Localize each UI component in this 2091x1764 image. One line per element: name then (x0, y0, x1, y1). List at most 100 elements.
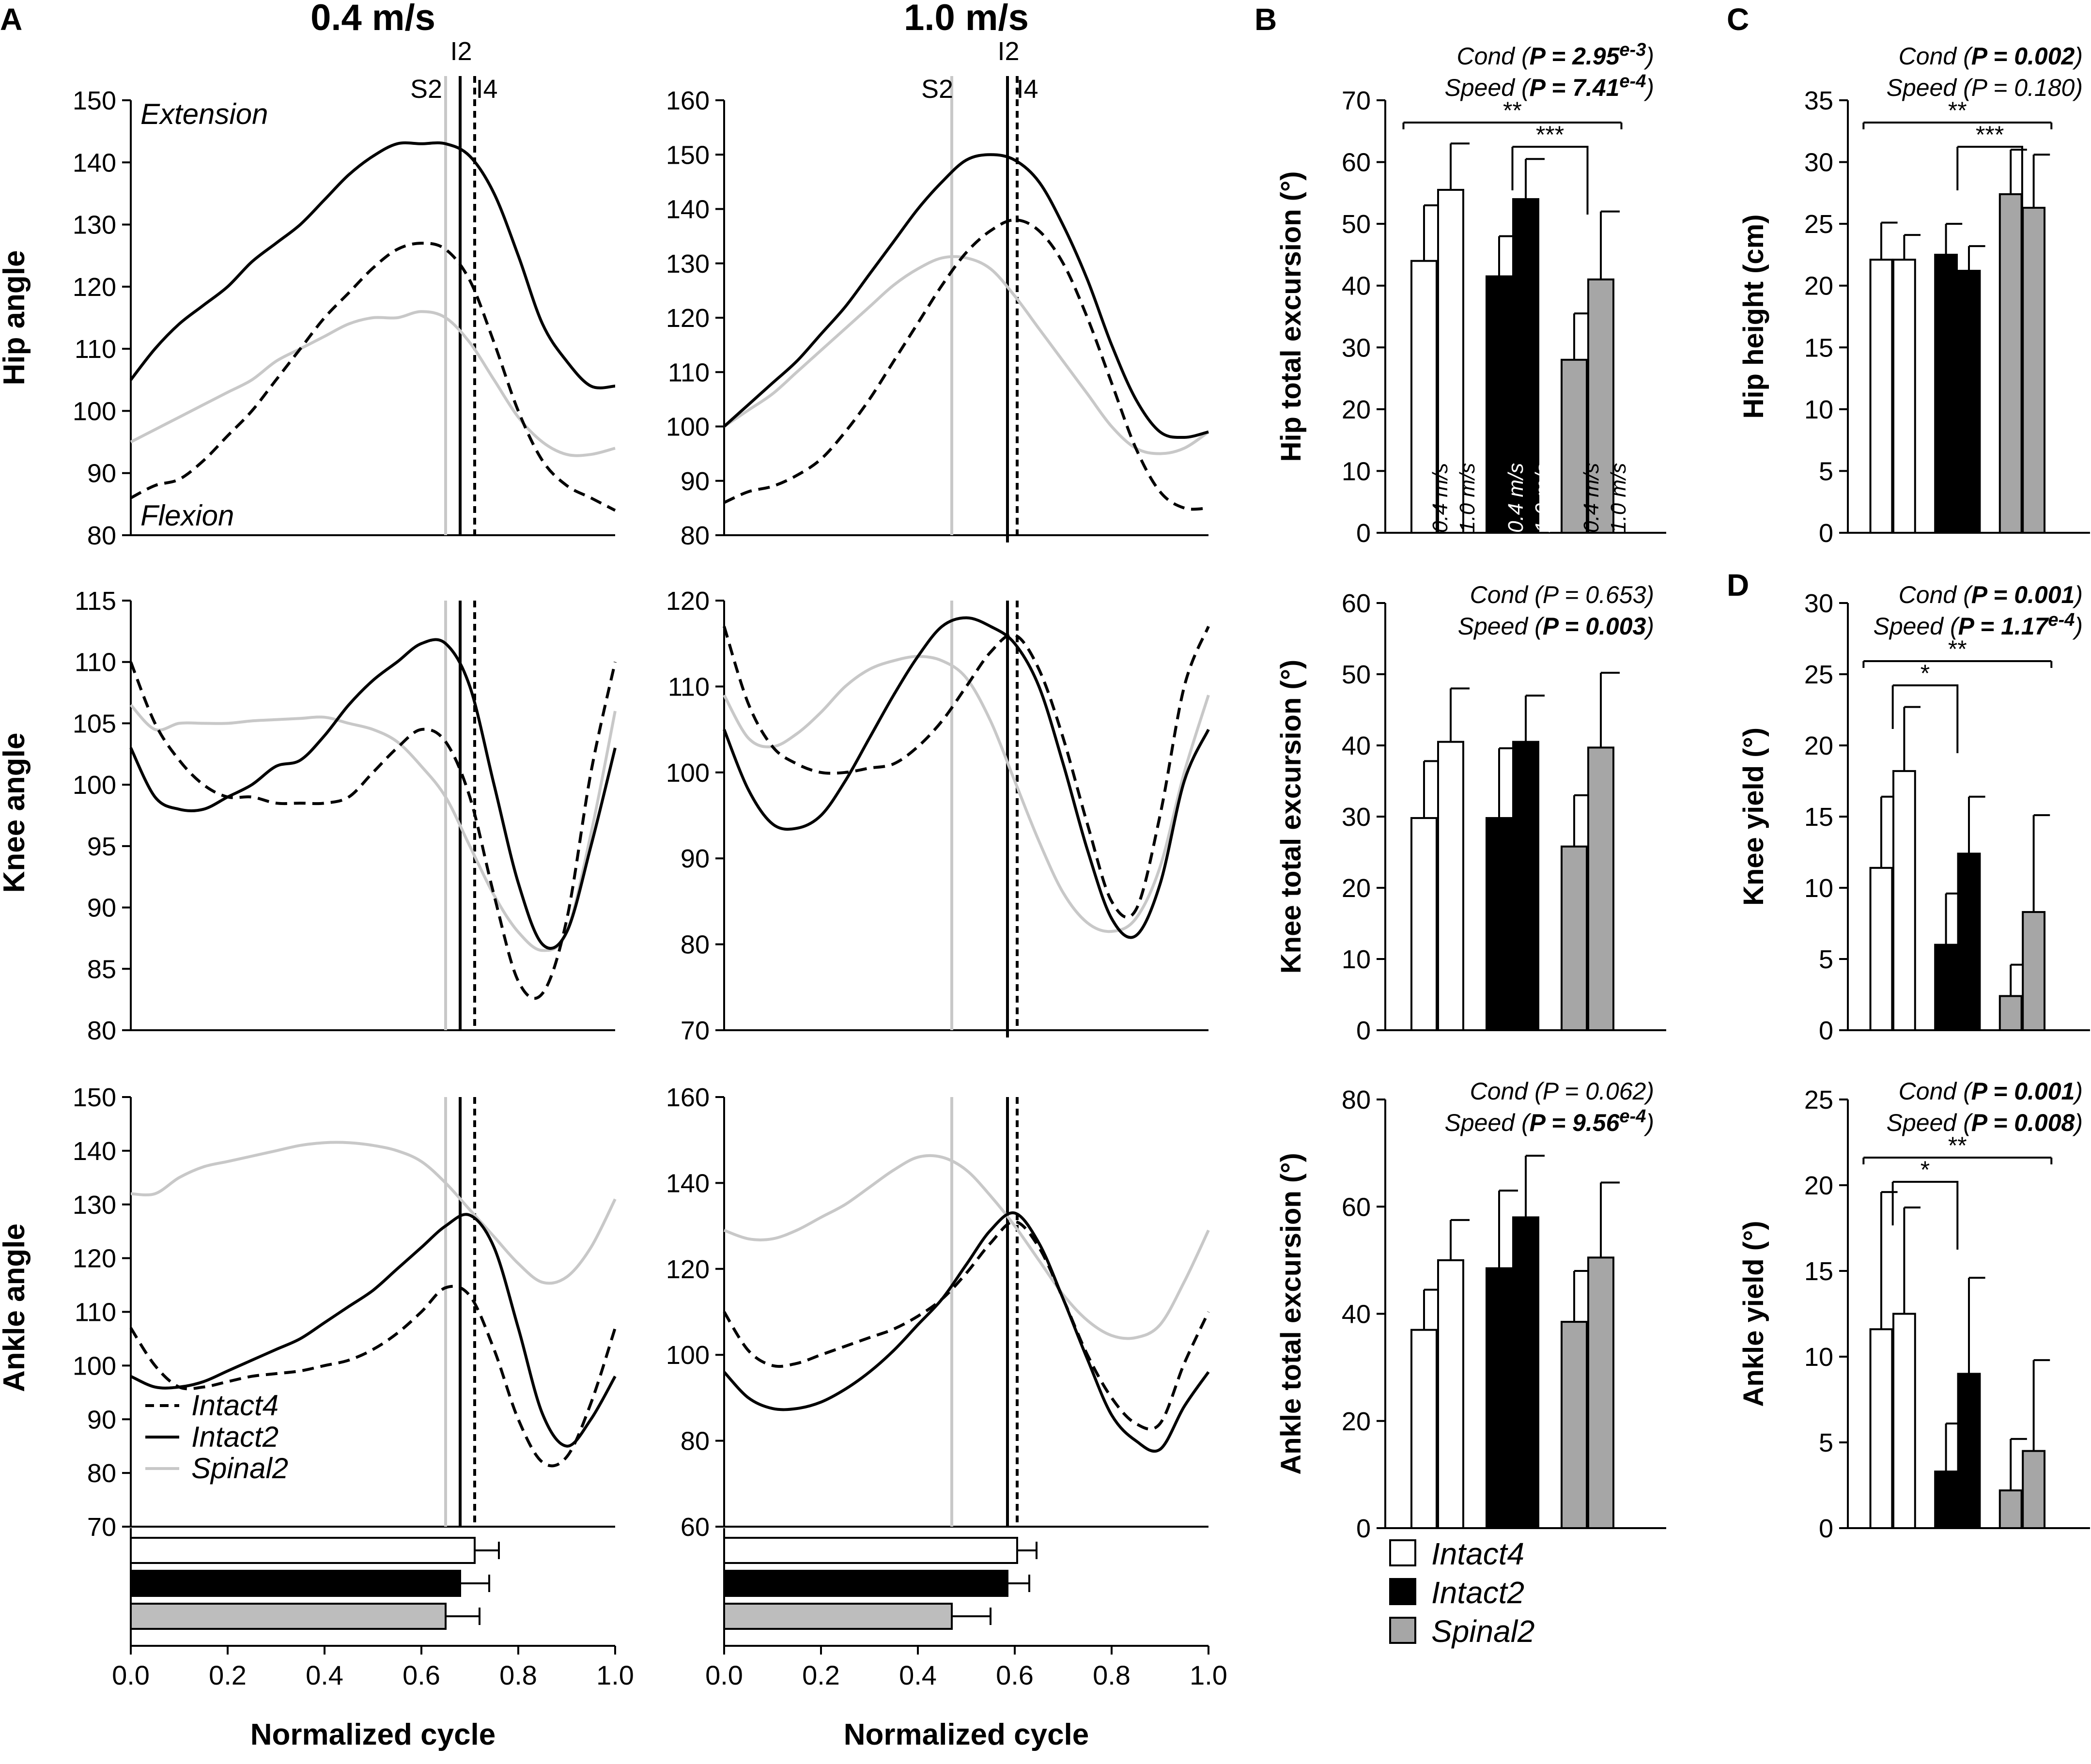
series-line-intact2 (723, 1211, 1210, 1453)
flexion-annotation: Flexion (140, 499, 234, 532)
y-tick-label: 40 (1342, 1300, 1371, 1329)
significance-marker: ** (1948, 97, 1967, 124)
x-tick-label: 0.6 (996, 1660, 1034, 1690)
y-tick-label: 80 (681, 1427, 710, 1456)
y-tick-label: 30 (1804, 148, 1833, 177)
series-line-intact2 (723, 153, 1209, 439)
y-tick-label: 80 (87, 1459, 116, 1488)
y-tick-label: 20 (1804, 731, 1833, 760)
y-tick-label: 130 (73, 211, 116, 240)
y-tick-label: 60 (681, 1513, 710, 1542)
y-tick-label: 20 (1342, 395, 1371, 424)
cond-stat-text: Cond (P = 0.002) (1899, 43, 2083, 70)
y-tick-label: 10 (1804, 1343, 1833, 1372)
x-tick-label: 0.4 (306, 1660, 343, 1690)
bar-intact4-fast (1892, 259, 1916, 534)
y-tick-label: 100 (73, 1351, 116, 1380)
x-tick-label: 0.4 (899, 1660, 937, 1690)
bar-speed-label: 0.4 m/s (1504, 463, 1528, 533)
bar-intact4-slow (1869, 259, 1893, 534)
panel-label-a: A (0, 2, 22, 37)
event-label-s2: S2 (921, 75, 953, 104)
legend-label-intact2: Intact2 (191, 1421, 279, 1453)
y-tick-label: 15 (1804, 803, 1833, 832)
significance-bracket (1512, 146, 1589, 215)
x-tick-label: 0.6 (403, 1660, 440, 1690)
y-tick-label: 15 (1804, 333, 1833, 362)
bar-intact4-fast (1437, 188, 1464, 534)
y-tick-label: 140 (666, 1169, 710, 1198)
y-tick-label: 110 (75, 335, 116, 364)
series-line-spinal2 (723, 655, 1210, 933)
y-tick-label: 25 (1804, 660, 1833, 689)
significance-marker: ** (1948, 635, 1967, 663)
y-tick-label: 150 (73, 86, 116, 115)
y-tick-label: 95 (87, 832, 116, 861)
y-tick-label: 70 (681, 1016, 710, 1045)
series-line-intact4 (129, 1284, 617, 1468)
event-label-i4: I4 (476, 75, 497, 104)
y-tick-label: 110 (75, 1298, 116, 1327)
y-tick-label: 60 (1342, 589, 1371, 618)
y-tick-label: 150 (666, 140, 710, 170)
y-axis-title: Knee total excursion (°) (1275, 660, 1307, 974)
significance-marker: *** (1976, 121, 2004, 148)
bar-intact2-fast (1957, 852, 1981, 1031)
row-label-hip: Hip angle (0, 250, 31, 385)
bar-intact4-slow (1869, 1328, 1893, 1530)
bar-speed-label: 1.0 m/s (1456, 463, 1479, 533)
y-tick-label: 50 (1342, 660, 1371, 689)
bar-speed-label: 1.0 m/s (1531, 463, 1555, 533)
y-tick-label: 90 (681, 467, 710, 496)
event-label-i2: I2 (450, 37, 472, 66)
series-line-intact4 (723, 626, 1210, 919)
legend-label-spinal2: Spinal2 (1431, 1614, 1535, 1649)
bar-spinal2-slow (1561, 358, 1588, 534)
series-line-spinal2 (129, 704, 617, 952)
x-axis-title-slow: Normalized cycle (250, 1718, 496, 1751)
line-chart-hip-fast: 80 90 100 110 120 130 140 150 160 (666, 76, 1209, 550)
line-chart-knee-slow: 80 85 90 95 100 105 110 115 (73, 587, 617, 1045)
bar-speed-label: 1.0 m/s (1607, 463, 1630, 533)
y-tick-label: 0 (1819, 519, 1833, 548)
bar-intact4-fast (1437, 741, 1464, 1031)
y-tick-label: 80 (87, 521, 116, 550)
bar-speed-label: 0.4 m/s (1580, 463, 1603, 533)
y-tick-label: 90 (681, 844, 710, 873)
y-tick-label: 110 (75, 648, 116, 677)
extension-annotation: Extension (140, 98, 268, 130)
y-tick-label: 80 (87, 1016, 116, 1045)
series-line-spinal2 (723, 255, 1209, 455)
phase-bar-spinal2 (723, 1603, 953, 1630)
bar-spinal2-fast (2022, 206, 2046, 534)
cond-stat-text: Cond (P = 0.001) (1899, 1078, 2083, 1105)
bar-speed-labels: 0.4 m/s 1.0 m/s 0.4 m/s 1.0 m/s 0.4 m/s … (1428, 463, 1630, 533)
significance-bracket (1892, 684, 1959, 753)
x-tick-label: 0.2 (209, 1660, 247, 1690)
significance-marker: * (1921, 1156, 1930, 1183)
bar-intact4-slow (1410, 817, 1438, 1031)
cond-stat-text: Cond (P = 0.653) (1470, 581, 1654, 608)
y-tick-label: 20 (1804, 1171, 1833, 1200)
speed-stat-text: Speed (P = 7.41e-4) (1445, 71, 1655, 101)
y-tick-label: 40 (1342, 731, 1371, 760)
bar-spinal2-slow (1998, 193, 2023, 534)
bar-chart-knee-yield: 0 5 10 15 20 25 30 Knee yield (°) Cond (P = 0.00… (1738, 581, 2090, 1045)
significance-bracket (1957, 146, 2023, 215)
y-tick-label: 10 (1342, 457, 1371, 486)
y-tick-label: 80 (681, 930, 710, 959)
y-tick-label: 90 (87, 459, 116, 488)
bar-spinal2-fast (2022, 911, 2046, 1031)
y-tick-label: 0 (1356, 519, 1371, 548)
speed-stat-text: Speed (P = 0.003) (1458, 613, 1654, 640)
series-line-intact2 (130, 1213, 617, 1448)
bar-chart-ankle-yield: 0 5 10 15 20 25 Ankle yield (°) Cond (P = 0.001… (1738, 1078, 2090, 1543)
y-axis-title: Ankle yield (°) (1738, 1221, 1769, 1407)
legend-swatch-intact2 (1389, 1578, 1416, 1605)
legend-label-spinal2: Spinal2 (191, 1452, 288, 1485)
bar-spinal2-slow (1561, 845, 1588, 1031)
bar-spinal2-slow (1998, 1489, 2023, 1530)
x-tick-label: 1.0 (596, 1660, 634, 1690)
y-axis-title: Ankle total excursion (°) (1275, 1153, 1307, 1475)
